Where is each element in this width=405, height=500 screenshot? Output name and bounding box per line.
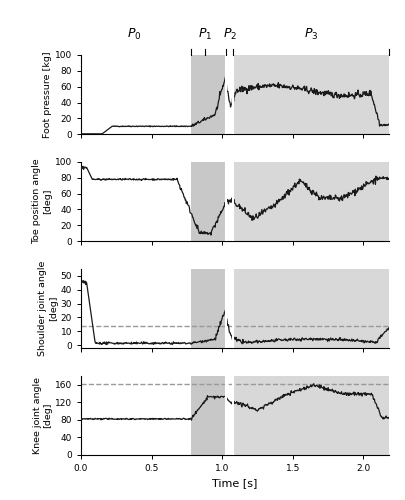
Bar [234, 269, 389, 348]
Bar [226, 376, 234, 455]
Text: $P_0$: $P_0$ [128, 28, 142, 42]
Y-axis label: Shoulder joint angle
[deg]: Shoulder joint angle [deg] [38, 261, 58, 356]
Bar [191, 376, 226, 455]
Bar [234, 55, 389, 134]
Bar [226, 162, 234, 241]
Bar [191, 269, 226, 348]
Bar [191, 55, 226, 134]
Bar [234, 162, 389, 241]
Bar [226, 55, 234, 134]
Text: $P_2$: $P_2$ [223, 28, 237, 42]
Y-axis label: Foot pressure [kg]: Foot pressure [kg] [43, 52, 52, 138]
Y-axis label: Toe position angle
[deg]: Toe position angle [deg] [32, 158, 52, 244]
Bar [226, 269, 234, 348]
Text: $P_1$: $P_1$ [198, 28, 212, 42]
Y-axis label: Knee joint angle
[deg]: Knee joint angle [deg] [32, 377, 52, 454]
Bar [191, 162, 226, 241]
X-axis label: Time [s]: Time [s] [212, 478, 258, 488]
Text: $P_3$: $P_3$ [304, 28, 318, 42]
Bar [234, 376, 389, 455]
